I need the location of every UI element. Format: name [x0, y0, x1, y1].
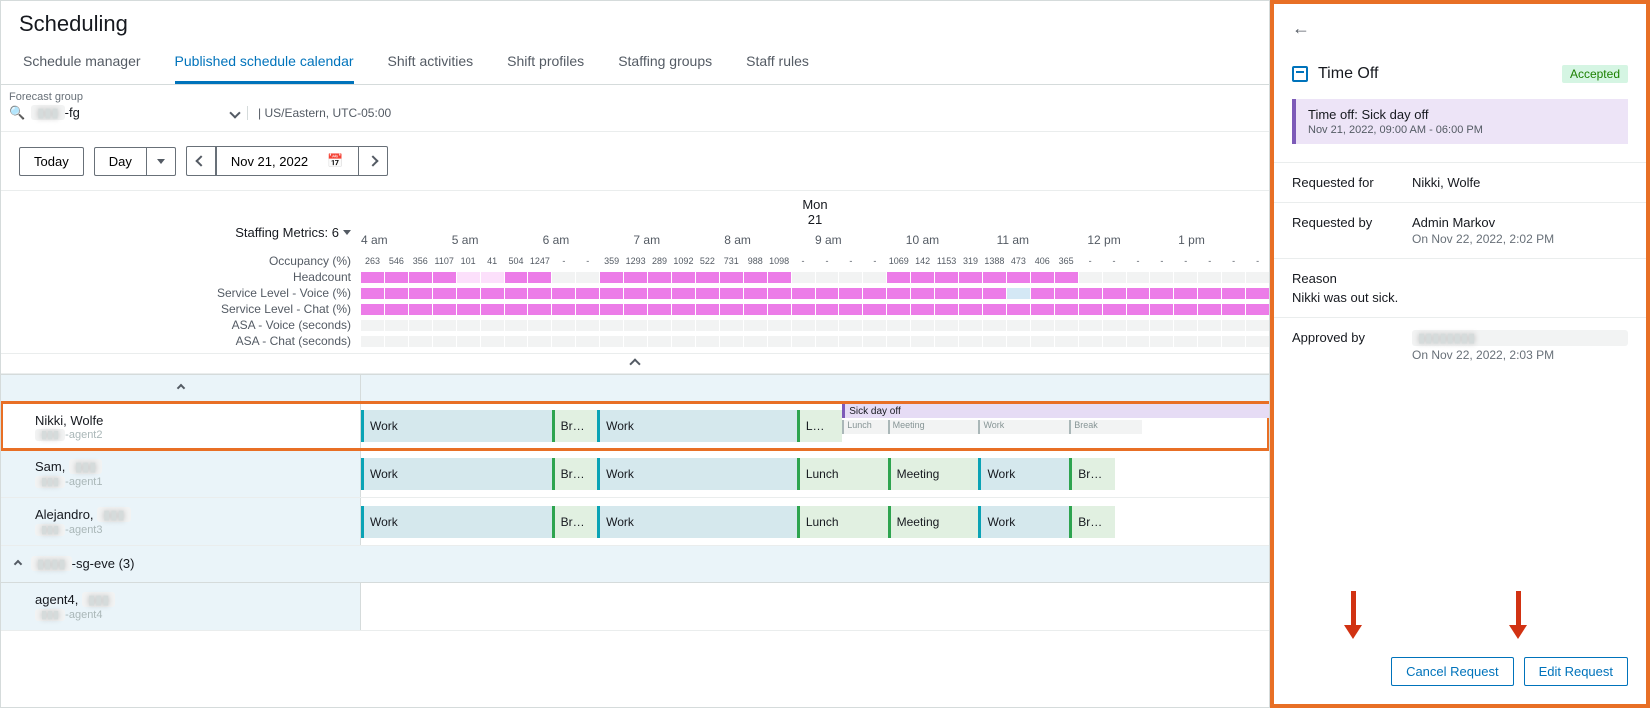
- status-badge: Accepted: [1562, 65, 1628, 83]
- tab-shift-profiles[interactable]: Shift profiles: [507, 43, 584, 84]
- group-sg-eve[interactable]: ▮▮▮▮-sg-eve (3): [1, 546, 1269, 583]
- shift-block[interactable]: Br…: [552, 410, 597, 442]
- metric-row: ASA - Voice (seconds): [1, 317, 1269, 333]
- today-button[interactable]: Today: [19, 147, 84, 176]
- approved-by-blur: ▮▮▮▮▮▮▮▮: [1412, 330, 1628, 346]
- metric-row: Service Level - Chat (%): [1, 301, 1269, 317]
- shift-block[interactable]: Work: [978, 458, 1069, 490]
- back-button[interactable]: ←: [1292, 18, 1310, 38]
- chevron-right-icon: [367, 155, 378, 166]
- mini-shift: Meeting: [888, 420, 979, 434]
- calendar-icon: 📅: [327, 153, 343, 169]
- chevron-left-icon: [195, 155, 206, 166]
- tab-schedule-manager[interactable]: Schedule manager: [23, 43, 141, 84]
- cancel-request-button[interactable]: Cancel Request: [1391, 657, 1514, 686]
- chevron-down-icon: [229, 107, 240, 118]
- shift-block[interactable]: Br…: [1069, 506, 1114, 538]
- forecast-blur: ▮▮▮: [31, 105, 64, 120]
- timezone-label: | US/Eastern, UTC-05:00: [247, 106, 391, 120]
- metric-row: ASA - Chat (seconds): [1, 333, 1269, 349]
- shift-block[interactable]: Br…: [552, 458, 597, 490]
- date-display[interactable]: Nov 21, 2022 📅: [216, 146, 359, 176]
- requested-by-value: Admin Markov: [1412, 215, 1628, 230]
- shift-block[interactable]: Lunch: [797, 458, 888, 490]
- shift-block[interactable]: Work: [361, 506, 552, 538]
- search-icon: 🔍: [9, 105, 25, 121]
- staffing-metrics-toggle[interactable]: Staffing Metrics: 6: [1, 191, 361, 244]
- shift-block[interactable]: Work: [597, 458, 797, 490]
- triangle-down-icon: [343, 230, 351, 235]
- prev-date-button[interactable]: [186, 146, 216, 176]
- shift-block[interactable]: Work: [597, 506, 797, 538]
- shift-block[interactable]: Work: [978, 506, 1069, 538]
- shift-block[interactable]: Meeting: [888, 458, 979, 490]
- shift-block[interactable]: Work: [361, 458, 552, 490]
- shift-block[interactable]: Br…: [552, 506, 597, 538]
- view-select[interactable]: Day: [94, 147, 147, 176]
- next-date-button[interactable]: [359, 146, 388, 176]
- chevron-up-icon[interactable]: [176, 384, 184, 392]
- edit-request-button[interactable]: Edit Request: [1524, 657, 1628, 686]
- hours-row: 4 am5 am6 am7 am8 am9 am10 am11 am12 pm1…: [361, 229, 1269, 253]
- day-label: Mon21: [361, 191, 1269, 229]
- shift-block[interactable]: Work: [597, 410, 797, 442]
- agent-row[interactable]: Sam, ▮▮▮▮▮▮-agent1WorkBr…WorkLunchMeetin…: [1, 450, 1269, 498]
- arrow-annotation: [1344, 591, 1362, 641]
- tab-staffing-groups[interactable]: Staffing groups: [618, 43, 712, 84]
- timeoff-overlay[interactable]: Sick day off: [842, 404, 1269, 418]
- requested-for-value: Nikki, Wolfe: [1412, 175, 1628, 190]
- agent-row[interactable]: Alejandro, ▮▮▮▮▮▮-agent3WorkBr…WorkLunch…: [1, 498, 1269, 546]
- triangle-down-icon: [157, 159, 165, 164]
- shift-block[interactable]: Lunch: [797, 506, 888, 538]
- shift-block[interactable]: Br…: [1069, 458, 1114, 490]
- metric-row: Headcount: [1, 269, 1269, 285]
- arrow-annotation: [1509, 591, 1527, 641]
- panel-title: Time Off: [1318, 65, 1378, 83]
- view-dropdown[interactable]: [147, 147, 176, 176]
- metric-row: Occupancy (%)2635463561107101415041247--…: [1, 253, 1269, 269]
- chevron-up-icon: [14, 560, 22, 568]
- chevron-up-icon: [629, 358, 640, 369]
- forecast-group-label: Forecast group: [1, 85, 1269, 103]
- tab-published-schedule-calendar[interactable]: Published schedule calendar: [175, 43, 354, 84]
- page-title: Scheduling: [19, 11, 1251, 37]
- tab-shift-activities[interactable]: Shift activities: [388, 43, 474, 84]
- shift-block[interactable]: Work: [361, 410, 552, 442]
- timeoff-side-panel: ← Time Off Accepted Time off: Sick day o…: [1270, 0, 1650, 708]
- agent-row[interactable]: agent4, ▮▮▮ ▮▮▮-agent4: [1, 583, 1269, 631]
- mini-shift: Break: [1069, 420, 1142, 434]
- agent-row[interactable]: Nikki, Wolfe▮▮▮-agent2WorkBr…WorkL…Sick …: [1, 402, 1269, 450]
- tabs: Schedule manager Published schedule calen…: [1, 43, 1269, 85]
- shift-block[interactable]: Meeting: [888, 506, 979, 538]
- calendar-x-icon: [1292, 66, 1308, 82]
- mini-shift: Lunch: [842, 420, 887, 434]
- reason-value: Nikki was out sick.: [1292, 290, 1628, 305]
- shift-block[interactable]: L…: [797, 410, 842, 442]
- timeoff-summary: Time off: Sick day off Nov 21, 2022, 09:…: [1292, 99, 1628, 144]
- forecast-group-select[interactable]: 🔍 ▮▮▮-fg: [9, 105, 239, 121]
- collapse-metrics[interactable]: [1, 353, 1269, 374]
- metric-row: Service Level - Voice (%): [1, 285, 1269, 301]
- tab-staff-rules[interactable]: Staff rules: [746, 43, 809, 84]
- mini-shift: Work: [978, 420, 1069, 434]
- main-panel: Scheduling Schedule manager Published sch…: [0, 0, 1270, 708]
